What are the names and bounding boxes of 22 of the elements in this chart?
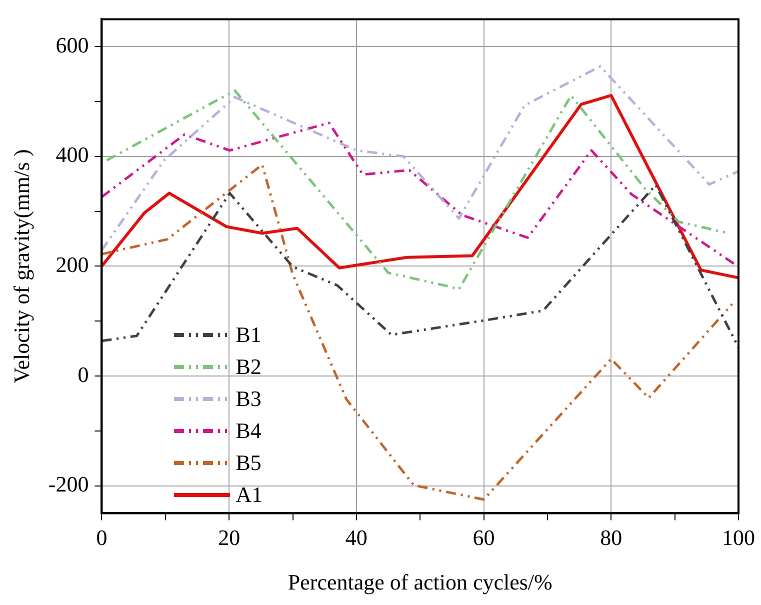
line-series [102, 184, 738, 349]
x-tick-label: 20 [218, 525, 240, 550]
y-tick-label: 600 [56, 32, 89, 58]
x-tick-label: 100 [722, 525, 755, 550]
y-tick-label: -200 [48, 472, 89, 497]
legend-label: B2 [236, 354, 262, 380]
x-tick-label: 60 [472, 525, 495, 550]
line-series [102, 163, 734, 501]
y-axis-title: Velocity of gravity(mm/s ) [8, 149, 34, 384]
x-tick-label: 40 [345, 525, 368, 550]
x-tick-label: 80 [600, 525, 622, 550]
legend-label: B3 [236, 386, 262, 412]
legend-label: B4 [236, 418, 262, 444]
x-tick-label: 0 [96, 525, 108, 550]
y-tick-label: 0 [78, 362, 89, 387]
legend-label: A1 [236, 482, 263, 508]
y-tick-label: 200 [56, 252, 89, 277]
legend-label: B5 [236, 450, 262, 476]
y-tick-label: 400 [56, 142, 89, 168]
x-axis-title: Percentage of action cycles/% [288, 570, 552, 595]
line-series [102, 65, 738, 252]
legend-label: B1 [236, 322, 262, 348]
